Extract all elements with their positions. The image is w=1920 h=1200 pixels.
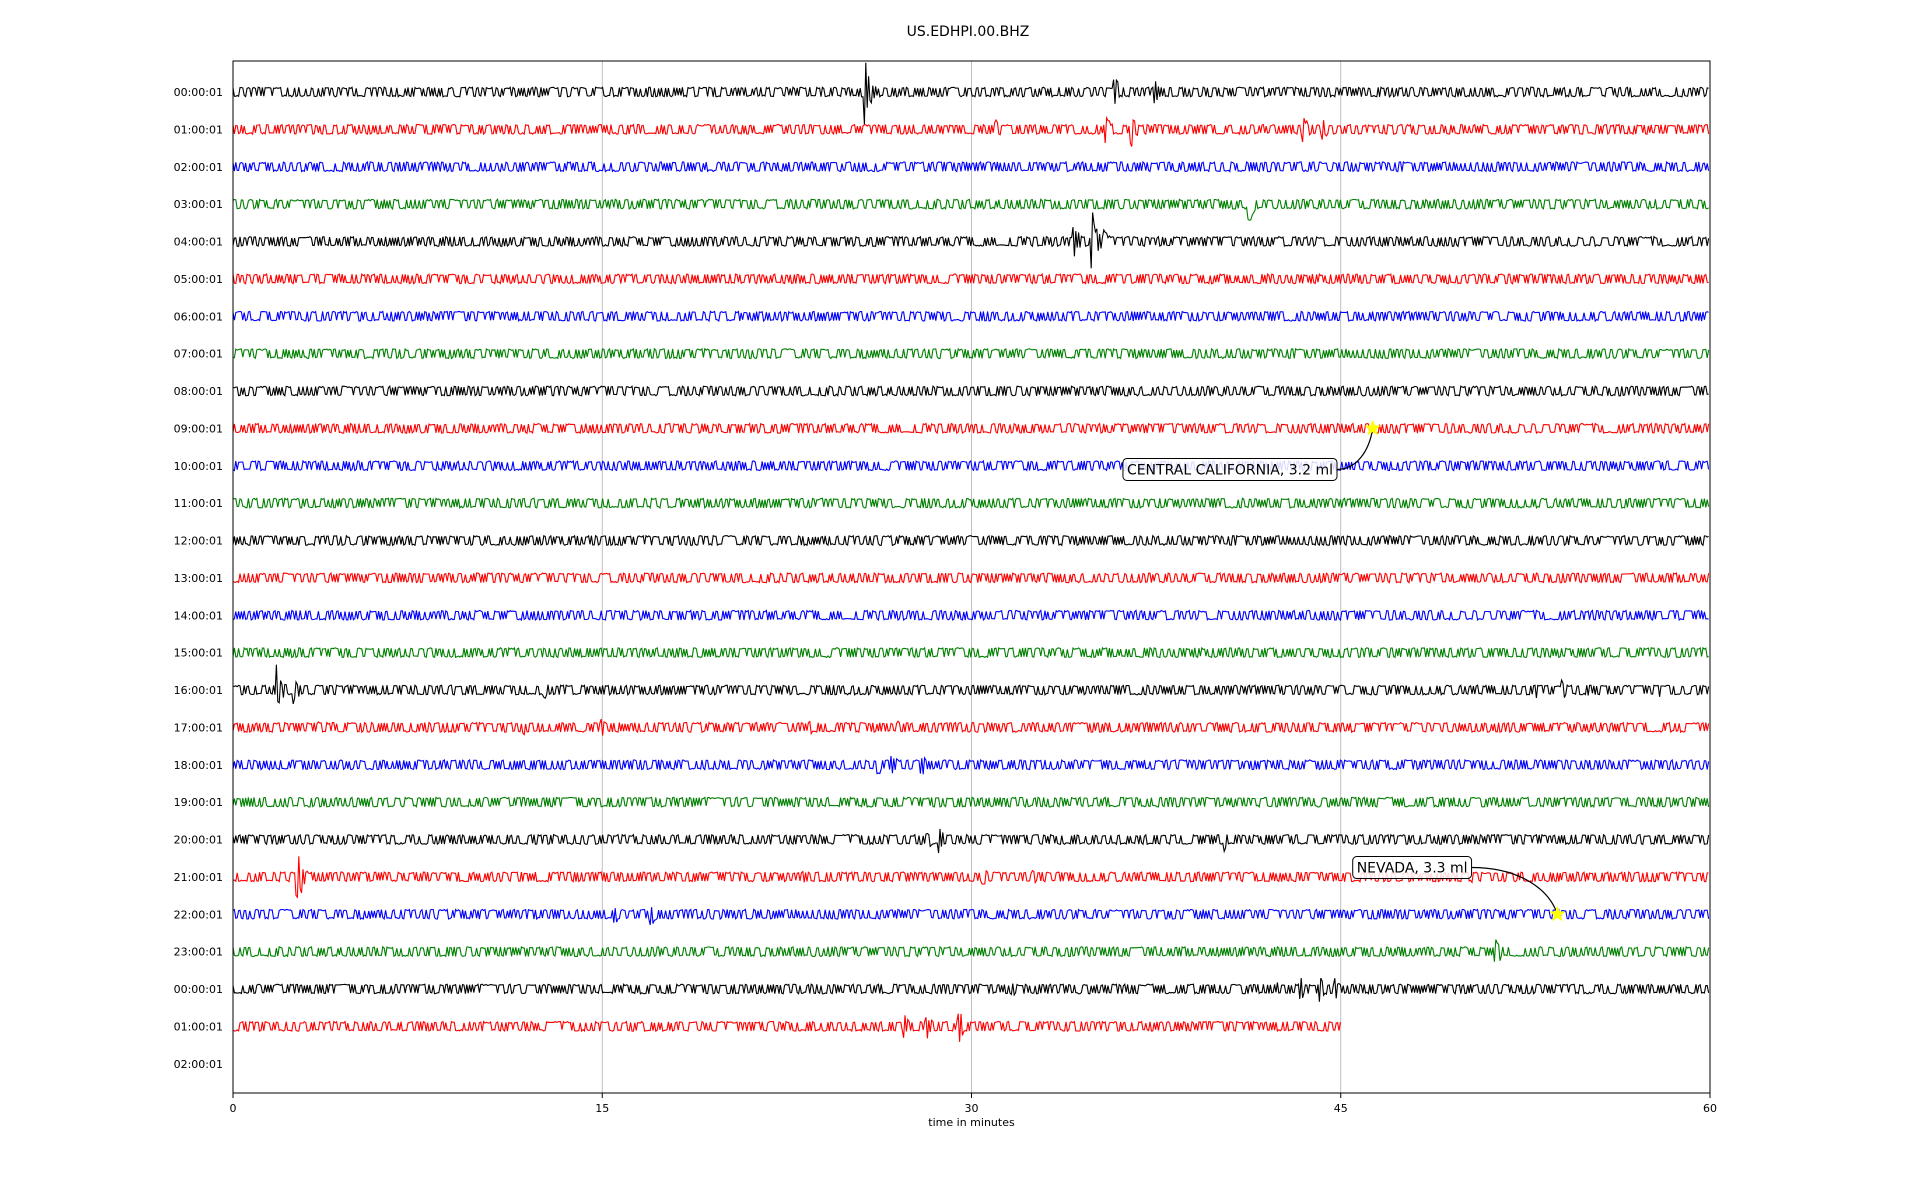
row-label-21: 21:00:01: [174, 871, 223, 884]
annotation-connector-1: [1471, 866, 1558, 915]
event-star-marker-1: [1549, 905, 1566, 922]
trace-row-10: [232, 459, 1710, 472]
trace-row-9: [232, 422, 1710, 435]
trace-row-7: [232, 347, 1710, 360]
trace-row-16: [232, 664, 1710, 705]
trace-row-18: [232, 755, 1710, 775]
row-label-26: 02:00:01: [174, 1058, 223, 1071]
row-label-16: 16:00:01: [174, 684, 223, 697]
x-axis-label: time in minutes: [928, 1116, 1015, 1129]
annotation-label-1: NEVADA, 3.3 ml: [1357, 861, 1468, 877]
row-label-12: 12:00:01: [174, 535, 223, 548]
trace-row-21: [232, 856, 1709, 899]
trace-row-13: [232, 571, 1710, 584]
seismic-traces: [232, 62, 1710, 1042]
trace-row-11: [232, 497, 1710, 510]
row-label-23: 23:00:01: [174, 946, 223, 959]
x-tick-label-2: 30: [965, 1102, 979, 1115]
trace-row-14: [232, 609, 1709, 622]
row-label-19: 19:00:01: [174, 796, 223, 809]
trace-row-3: [232, 198, 1709, 221]
trace-row-25: [232, 1013, 1341, 1042]
trace-row-5: [232, 272, 1709, 285]
annotation-0: CENTRAL CALIFORNIA, 3.2 ml: [1122, 419, 1382, 481]
row-label-20: 20:00:01: [174, 834, 223, 847]
row-time-labels: 00:00:01 01:00:01 02:00:01 03:00:01 04:00:01…: [174, 86, 223, 1071]
x-tick-label-4: 60: [1703, 1102, 1717, 1115]
trace-row-8: [232, 385, 1709, 397]
trace-row-2: [232, 160, 1710, 173]
row-label-11: 11:00:01: [174, 497, 223, 510]
row-label-13: 13:00:01: [174, 572, 223, 585]
trace-row-15: [232, 646, 1709, 659]
row-label-22: 22:00:01: [174, 908, 223, 921]
row-label-7: 07:00:01: [174, 348, 223, 361]
x-tick-label-1: 15: [595, 1102, 609, 1115]
chart-title: US.EDHPI.00.BHZ: [907, 24, 1030, 40]
row-label-5: 05:00:01: [174, 273, 223, 286]
row-label-10: 10:00:01: [174, 460, 223, 473]
event-star-marker-0: [1364, 419, 1382, 436]
row-label-3: 03:00:01: [174, 198, 223, 211]
trace-row-0: [232, 62, 1709, 125]
trace-row-22: [232, 907, 1710, 926]
trace-row-12: [232, 534, 1709, 547]
trace-row-19: [232, 796, 1710, 808]
row-label-6: 06:00:01: [174, 310, 223, 323]
trace-row-20: [232, 828, 1710, 854]
row-label-4: 04:00:01: [174, 236, 223, 249]
trace-row-17: [232, 718, 1710, 736]
trace-row-23: [232, 939, 1710, 962]
row-label-0: 00:00:01: [174, 86, 223, 99]
row-label-24: 00:00:01: [174, 983, 223, 996]
row-label-2: 02:00:01: [174, 161, 223, 174]
trace-row-6: [232, 310, 1709, 323]
row-label-8: 08:00:01: [174, 385, 223, 398]
row-label-1: 01:00:01: [174, 123, 223, 136]
annotation-label-0: CENTRAL CALIFORNIA, 3.2 ml: [1127, 462, 1333, 478]
row-label-18: 18:00:01: [174, 759, 223, 772]
x-axis-ticks: 0 15 30 45 60: [230, 1093, 1717, 1115]
trace-row-1: [232, 115, 1710, 147]
row-label-14: 14:00:01: [174, 609, 223, 622]
annotation-connector-0: [1336, 428, 1374, 471]
row-label-25: 01:00:01: [174, 1020, 223, 1033]
annotation-1: NEVADA, 3.3 ml: [1352, 856, 1566, 922]
trace-row-24: [232, 977, 1710, 1002]
row-label-9: 09:00:01: [174, 422, 223, 435]
event-annotations: CENTRAL CALIFORNIA, 3.2 ml NEVADA, 3.3 ml: [1122, 419, 1566, 922]
row-label-17: 17:00:01: [174, 721, 223, 734]
row-label-15: 15:00:01: [174, 647, 223, 660]
x-tick-label-0: 0: [230, 1102, 237, 1115]
trace-row-4: [232, 212, 1710, 269]
x-tick-label-3: 45: [1334, 1102, 1348, 1115]
